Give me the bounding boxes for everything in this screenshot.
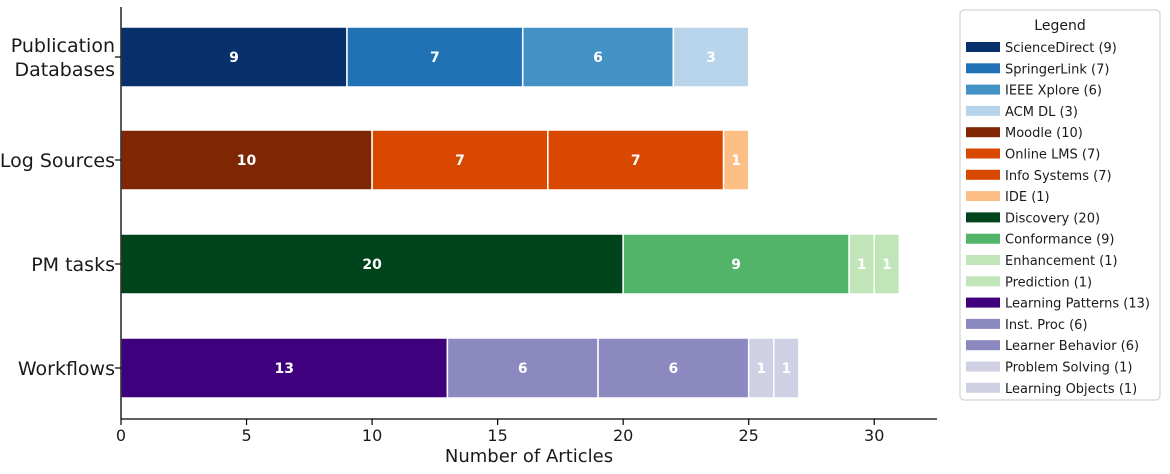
legend-entry-label: ScienceDirect (9) [1005,41,1117,56]
bar-segment [622,233,850,295]
bar-segment [547,129,725,191]
bar-segment [120,129,373,191]
legend-swatch [966,191,1000,202]
legend-swatch [966,212,1000,223]
bar-value-label: 1 [857,257,867,273]
legend-entry-label: Learner Behavior (6) [1005,339,1139,354]
legend-entry-label: SpringerLink (7) [1005,62,1109,77]
bar-value-label: 9 [229,50,239,66]
bar-segment [446,337,599,399]
bar-value-label: 7 [455,153,465,169]
legend-swatch [966,84,1000,95]
legend-entry-label: Info Systems (7) [1005,169,1112,184]
legend-swatch [966,233,1000,244]
bar-value-label: 13 [274,361,293,377]
bar-segment [873,233,901,295]
bar-value-label: 1 [781,361,791,377]
legend-entry-label: Enhancement (1) [1005,254,1118,269]
legend-entry-label: Discovery (20) [1005,211,1100,226]
category-labels-layer: Publication Databases Log Sources PM tasks W… [0,35,115,380]
bar-value-label: 6 [593,50,603,66]
bar-value-label: 7 [631,153,641,169]
x-tick-label: 20 [613,426,633,445]
bar-value-label: 1 [882,257,892,273]
bar-value-label: 7 [430,50,440,66]
legend-swatch [966,105,1000,116]
x-tick-label: 5 [241,426,251,445]
category-label: PM tasks [31,254,115,276]
bar-segment [747,337,775,399]
legend-entry-label: ACM DL (3) [1005,105,1078,120]
legend-entry-label: Conformance (9) [1005,233,1114,248]
x-tick-label: 15 [487,426,507,445]
x-axis-title: Number of Articles [445,446,613,467]
bar-segment [120,337,449,399]
bar-segment [722,129,750,191]
legend-entry-label: Moodle (10) [1005,126,1083,141]
legend-swatch [966,297,1000,308]
legend-swatch [966,127,1000,138]
axes-layer [115,7,937,420]
x-tick-label: 25 [739,426,759,445]
legend-swatch [966,276,1000,287]
bars-layer [120,26,901,399]
legend-entry-label: IDE (1) [1005,190,1050,205]
x-tick-label: 30 [864,426,884,445]
legend-swatch [966,148,1000,159]
bar-labels-layer: 9 7 6 310 7 7 120 9 1 113 6 6 1 1 [229,50,892,377]
bar-value-label: 9 [731,257,741,273]
legend-frame [959,9,1161,401]
category-label: Publication Databases [11,35,115,81]
bar-value-label: 3 [706,50,716,66]
legend-entry-label: Online LMS (7) [1005,148,1100,163]
x-ticks-layer: 0 5 10 15 20 25 30 [116,419,884,445]
legend-entry-label: Prediction (1) [1005,275,1092,290]
legend-swatch [966,42,1000,52]
legend-entry-label: Learning Patterns (13) [1005,297,1150,312]
legend-swatch [966,318,1000,329]
legend-swatch [966,169,1000,180]
legend-entry-label: Problem Solving (1) [1005,361,1132,376]
bar-segment [371,129,549,191]
bar-value-label: 1 [756,361,766,377]
legend-swatch [966,63,1000,74]
legend-swatch [966,255,1000,265]
bar-segment [120,26,348,88]
legend-entry-label: Inst. Proc (6) [1005,318,1088,333]
bar-value-label: 1 [731,153,741,169]
bar-segment [672,26,750,88]
legend-entry-label: IEEE Xplore (6) [1005,84,1102,99]
legend-title: Legend [1034,18,1085,34]
bar-value-label: 20 [362,257,382,273]
bar-value-label: 10 [237,153,257,169]
legend-swatch [966,361,1000,372]
bar-value-label: 6 [518,361,528,377]
legend-entry-label: Learning Objects (1) [1005,382,1137,397]
legend-swatch [966,382,1000,393]
legend: Legend ScienceDirect (9) SpringerLink (7)… [959,9,1161,401]
legend-swatch [966,340,1000,351]
category-label: Log Sources [0,150,115,172]
x-tick-label: 0 [116,426,126,445]
bar-segment [521,26,675,88]
bar-segment [346,26,524,88]
bar-segment [773,337,800,399]
x-tick-label: 10 [362,426,382,445]
category-label: Workflows [18,358,115,380]
legend-items: ScienceDirect (9) SpringerLink (7) IEEE Xp… [966,41,1150,397]
bar-value-label: 6 [668,361,678,377]
